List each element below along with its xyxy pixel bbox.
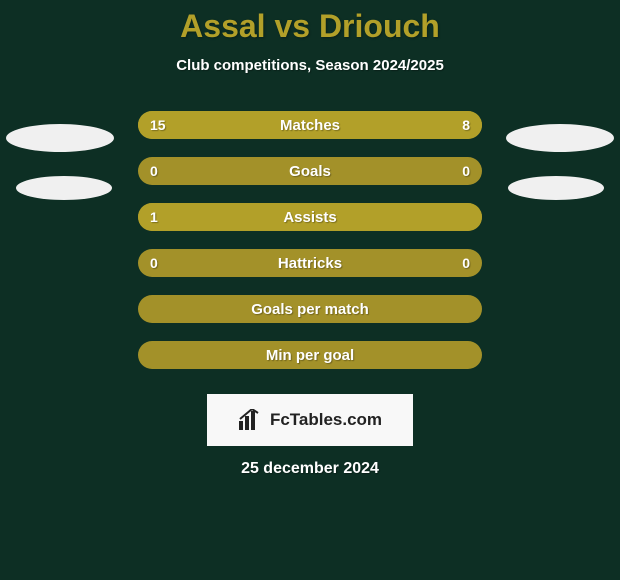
stat-bar-track: 158Matches — [138, 111, 482, 139]
stat-row: Min per goal — [0, 332, 620, 378]
stat-bar-track: Min per goal — [138, 341, 482, 369]
stat-bar-track: 00Goals — [138, 157, 482, 185]
stat-label: Assists — [138, 203, 482, 231]
stat-bar-track: Goals per match — [138, 295, 482, 323]
stat-bar-track: 1Assists — [138, 203, 482, 231]
stat-bar-track: 00Hattricks — [138, 249, 482, 277]
stat-row: 158Matches — [0, 102, 620, 148]
page-title: Assal vs Driouch — [0, 8, 620, 45]
stat-row: 1Assists — [0, 194, 620, 240]
date-text: 25 december 2024 — [0, 460, 620, 478]
stat-row: Goals per match — [0, 286, 620, 332]
stats-rows: 158Matches 00Goals 1Assists 00Hattricks Goal… — [0, 102, 620, 378]
stat-label: Matches — [138, 111, 482, 139]
brand-icon — [238, 409, 264, 431]
stat-label: Hattricks — [138, 249, 482, 277]
stat-label: Goals per match — [138, 295, 482, 323]
stat-row: 00Goals — [0, 148, 620, 194]
stat-label: Goals — [138, 157, 482, 185]
brand-text: FcTables.com — [270, 410, 382, 430]
comparison-card: Assal vs Driouch Club competitions, Seas… — [0, 0, 620, 580]
subtitle: Club competitions, Season 2024/2025 — [0, 57, 620, 74]
stat-label: Min per goal — [138, 341, 482, 369]
brand-badge: FcTables.com — [207, 394, 413, 446]
stat-row: 00Hattricks — [0, 240, 620, 286]
